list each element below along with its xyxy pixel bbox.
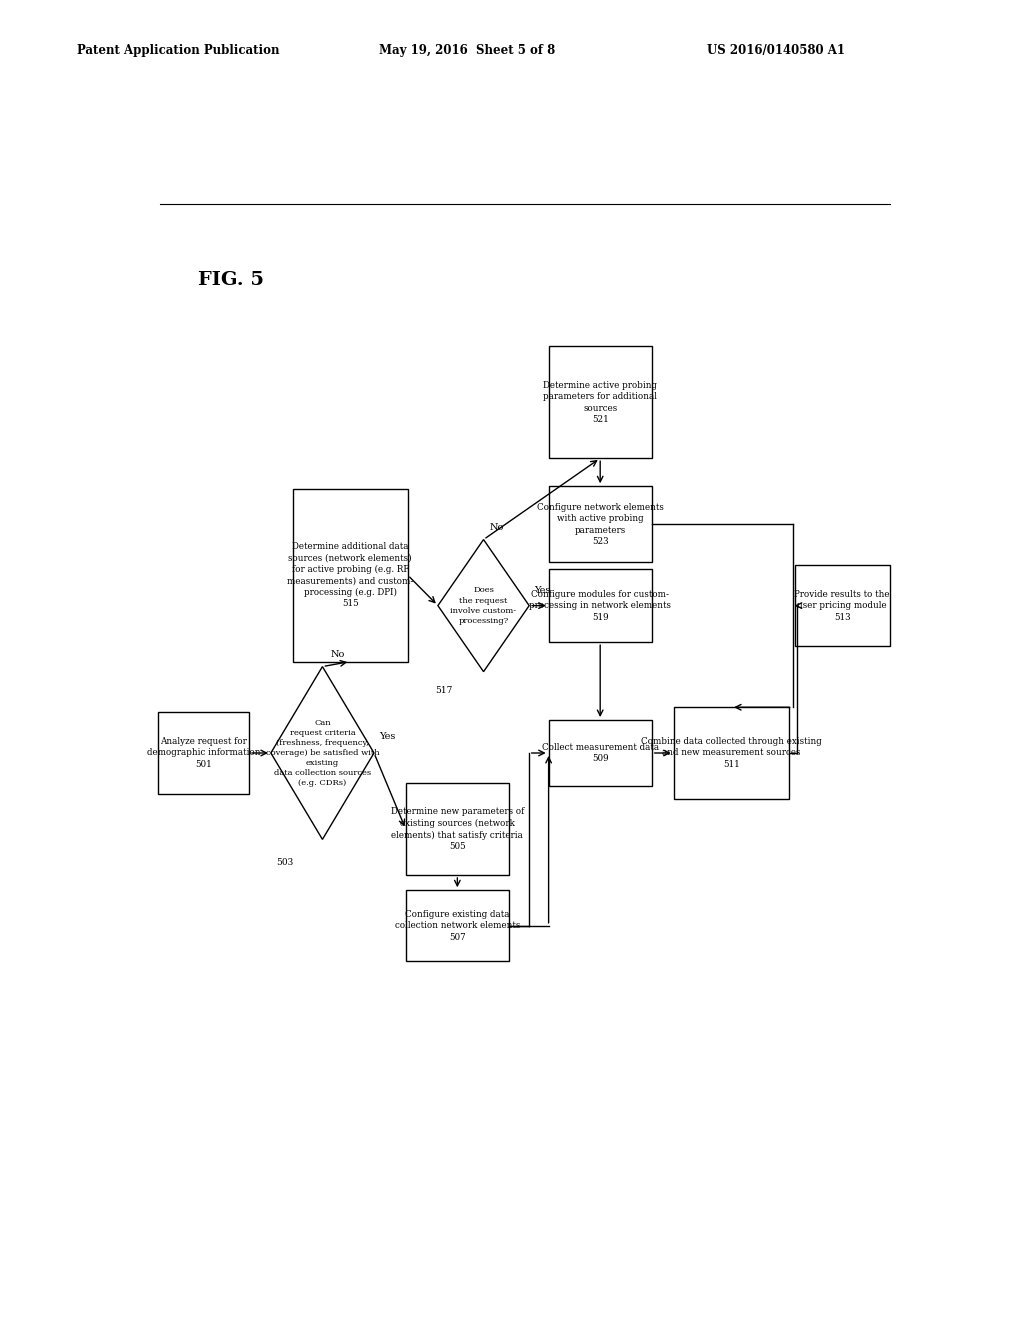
Text: US 2016/0140580 A1: US 2016/0140580 A1 (707, 44, 845, 57)
Text: Collect measurement data
509: Collect measurement data 509 (542, 743, 658, 763)
Text: No: No (489, 523, 504, 532)
Text: 503: 503 (275, 858, 293, 867)
Text: Determine additional data
sources (network elements)
for active probing (e.g. RF: Determine additional data sources (netwo… (287, 541, 414, 609)
Bar (549, 569, 652, 643)
Text: Does
the request
involve custom-
processing?: Does the request involve custom- process… (451, 586, 516, 624)
Text: Determine active probing
parameters for additional
sources
521: Determine active probing parameters for … (543, 380, 657, 424)
Text: Can
request criteria
(freshness, frequency,
coverage) be satisfied with
existing: Can request criteria (freshness, frequen… (265, 718, 379, 787)
Bar (406, 890, 509, 961)
Bar (795, 565, 890, 647)
Text: FIG. 5: FIG. 5 (199, 272, 264, 289)
Bar (406, 784, 509, 875)
Bar (674, 708, 788, 799)
Bar (549, 719, 652, 785)
Text: Provide results to the
user pricing module
513: Provide results to the user pricing modu… (795, 590, 890, 622)
Bar (549, 346, 652, 458)
Text: Yes: Yes (379, 733, 395, 742)
Bar (158, 713, 249, 793)
Bar (293, 488, 408, 661)
Text: Configure existing data
collection network elements
507: Configure existing data collection netwo… (394, 909, 520, 941)
Polygon shape (438, 540, 529, 672)
Polygon shape (270, 667, 374, 840)
Text: Configure network elements
with active probing
parameters
523: Configure network elements with active p… (537, 503, 664, 546)
Text: Patent Application Publication: Patent Application Publication (77, 44, 280, 57)
Text: Yes: Yes (534, 586, 550, 595)
Text: Analyze request for
demographic information
501: Analyze request for demographic informat… (146, 737, 260, 770)
Text: Determine new parameters of
existing sources (network
elements) that satisfy cri: Determine new parameters of existing sou… (391, 808, 524, 851)
Text: 517: 517 (435, 686, 453, 694)
Text: No: No (331, 649, 345, 659)
Text: May 19, 2016  Sheet 5 of 8: May 19, 2016 Sheet 5 of 8 (379, 44, 555, 57)
Text: Combine data collected through existing
and new measurement sources
511: Combine data collected through existing … (641, 737, 821, 770)
Text: Configure modules for custom-
processing in network elements
519: Configure modules for custom- processing… (529, 590, 671, 622)
Bar (549, 486, 652, 562)
